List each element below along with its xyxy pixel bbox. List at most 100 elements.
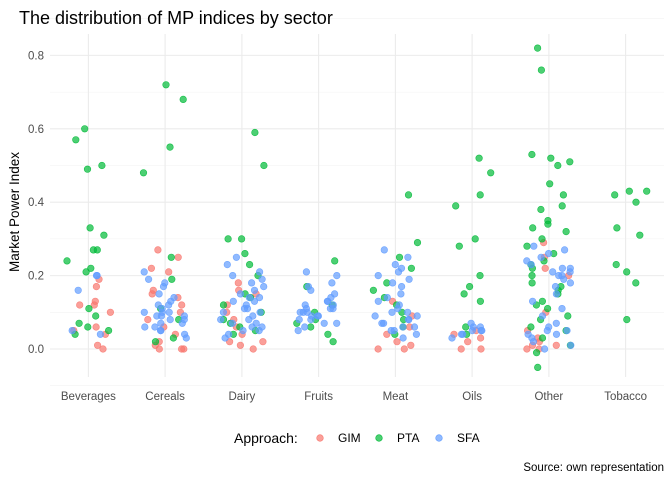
data-point-pta xyxy=(82,268,90,276)
data-point-sfa xyxy=(245,294,253,302)
data-point-sfa xyxy=(140,268,148,276)
data-point-gim xyxy=(477,345,485,353)
data-point-pta xyxy=(460,290,468,298)
data-point-gim xyxy=(93,341,102,349)
data-point-pta xyxy=(532,349,541,357)
data-point-sfa xyxy=(552,290,561,298)
data-point-sfa xyxy=(248,279,256,287)
data-point-sfa xyxy=(255,327,263,335)
data-point-gim xyxy=(407,341,415,349)
data-point-sfa xyxy=(239,327,247,335)
data-point-sfa xyxy=(380,246,388,254)
data-point-sfa xyxy=(383,294,391,302)
data-point-sfa xyxy=(165,308,173,316)
data-point-sfa xyxy=(302,268,311,276)
data-point-gim xyxy=(90,301,98,309)
data-point-pta xyxy=(558,202,566,210)
data-point-pta xyxy=(166,143,174,151)
data-point-gim xyxy=(154,246,162,254)
data-point-pta xyxy=(566,158,574,166)
data-point-sfa xyxy=(248,323,256,331)
data-point-sfa xyxy=(182,334,190,342)
x-axis-ticks: Beverages Cereals Dairy Fruits Meat Oils Other… xyxy=(61,391,647,403)
data-point-pta xyxy=(324,330,332,338)
data-point-pta xyxy=(544,220,552,228)
y-axis-title: Market Power Index xyxy=(7,152,22,272)
data-point-pta xyxy=(251,128,259,137)
caption: Source: own representation xyxy=(523,462,664,474)
data-point-sfa xyxy=(457,330,466,338)
data-point-pta xyxy=(632,198,640,206)
data-point-pta xyxy=(329,338,337,346)
data-point-pta xyxy=(612,261,620,269)
data-point-pta xyxy=(72,136,80,144)
data-point-pta xyxy=(241,250,249,258)
data-point-pta xyxy=(139,169,148,177)
data-point-pta xyxy=(529,224,537,232)
data-point-sfa xyxy=(404,253,412,261)
data-point-sfa xyxy=(478,327,486,335)
data-point-sfa xyxy=(567,341,575,349)
data-point-pta xyxy=(167,253,175,261)
data-point-sfa xyxy=(178,319,186,327)
data-point-sfa xyxy=(258,275,266,283)
data-point-sfa xyxy=(74,286,82,294)
data-point-sfa xyxy=(388,308,396,316)
data-point-sfa xyxy=(250,286,259,294)
data-point-sfa xyxy=(555,272,563,280)
data-point-sfa xyxy=(256,308,264,316)
data-point-pta xyxy=(169,334,177,342)
data-point-gim xyxy=(92,323,100,331)
data-point-gim xyxy=(457,345,465,353)
data-point-sfa xyxy=(398,283,406,291)
data-point-sfa xyxy=(538,312,547,320)
data-point-sfa xyxy=(544,250,553,258)
data-point-sfa xyxy=(217,316,225,324)
data-point-gim xyxy=(477,334,485,342)
data-point-sfa xyxy=(221,334,229,342)
data-point-gim xyxy=(155,345,163,353)
data-point-gim xyxy=(541,264,549,272)
legend-label-gim: GIM xyxy=(338,431,361,445)
legend-title: Approach: xyxy=(234,430,298,446)
data-point-sfa xyxy=(371,312,379,320)
data-point-gim xyxy=(400,345,408,353)
data-point-pta xyxy=(219,301,228,309)
data-point-sfa xyxy=(250,297,259,305)
data-point-pta xyxy=(462,323,470,331)
data-point-sfa xyxy=(405,275,413,283)
data-point-sfa xyxy=(260,283,268,291)
data-point-pta xyxy=(86,224,94,232)
y-tick-label: 0.0 xyxy=(28,344,44,356)
data-point-sfa xyxy=(448,334,456,342)
data-point-pta xyxy=(623,268,631,276)
data-point-pta xyxy=(625,187,633,195)
data-point-sfa xyxy=(245,316,253,324)
data-point-pta xyxy=(168,275,176,283)
data-point-sfa xyxy=(294,327,302,335)
data-point-sfa xyxy=(563,327,571,335)
data-point-sfa xyxy=(232,253,240,261)
data-point-sfa xyxy=(566,279,575,287)
data-point-pta xyxy=(475,154,483,162)
data-point-pta xyxy=(632,279,640,287)
data-point-sfa xyxy=(558,305,566,313)
data-point-sfa xyxy=(301,323,309,331)
data-point-sfa xyxy=(399,323,407,331)
data-point-sfa xyxy=(374,272,382,280)
data-point-pta xyxy=(407,264,416,272)
x-tick-label: Oils xyxy=(462,391,482,403)
data-point-sfa xyxy=(394,268,403,276)
data-point-sfa xyxy=(157,312,165,320)
y-axis-ticks: 0.0 0.2 0.4 0.6 0.8 xyxy=(28,50,45,356)
data-point-gim xyxy=(174,253,182,261)
data-point-sfa xyxy=(229,272,237,280)
data-point-sfa xyxy=(92,272,101,280)
data-point-pta xyxy=(151,338,160,346)
data-point-sfa xyxy=(543,327,551,335)
data-point-pta xyxy=(75,319,83,327)
data-point-sfa xyxy=(228,319,236,327)
data-point-pta xyxy=(84,323,92,331)
x-tick-label: Beverages xyxy=(61,391,116,403)
legend-key-gim xyxy=(316,434,324,442)
